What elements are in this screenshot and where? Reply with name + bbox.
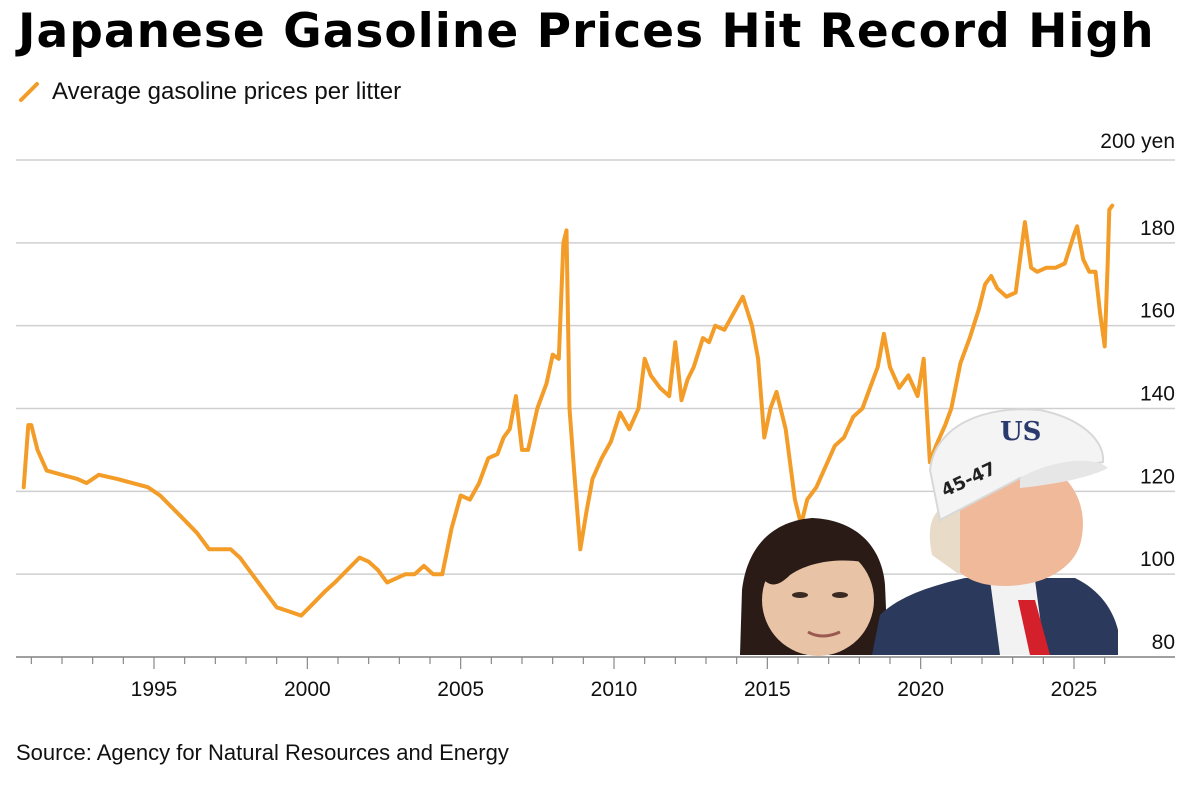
x-axis: [16, 656, 1175, 669]
x-tick-label: 2025: [1051, 678, 1098, 701]
y-tick-label: 100: [1140, 548, 1175, 571]
chart-title: Japanese Gasoline Prices Hit Record High: [18, 4, 1155, 59]
y-tick-label: 140: [1140, 383, 1175, 406]
series-layer: [21, 203, 1115, 618]
x-tick-label: 2000: [284, 678, 331, 701]
photo-cutout: US 45-47: [740, 408, 1118, 656]
x-tick-label: 2005: [437, 678, 484, 701]
legend-line-icon: [19, 82, 39, 102]
x-tick-label: 1995: [131, 678, 178, 701]
x-tick-label: 2010: [591, 678, 638, 701]
series-line-0: [21, 203, 1115, 618]
x-tick-label: 2020: [897, 678, 944, 701]
y-unit-label: 200 yen: [1100, 130, 1175, 153]
woman-portrait-illustration: [740, 518, 888, 656]
man-with-cap-illustration: US 45-47: [872, 408, 1118, 655]
y-tick-label: 180: [1140, 217, 1175, 240]
legend-label: Average gasoline prices per litter: [52, 78, 402, 105]
y-tick-label: 80: [1152, 631, 1175, 654]
axis-labels: 80 100 120 140 160 180 200 yen 1995 2000 2005 2010…: [131, 130, 1175, 701]
x-tick-label: 2015: [744, 678, 791, 701]
cap-logo-text: US: [1000, 417, 1041, 447]
source-note: Source: Agency for Natural Resources and…: [16, 740, 509, 765]
y-tick-label: 160: [1140, 300, 1175, 323]
legend: Average gasoline prices per litter: [18, 78, 401, 106]
y-tick-label: 120: [1140, 465, 1175, 488]
